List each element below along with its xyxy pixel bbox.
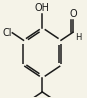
Text: Cl: Cl: [2, 28, 12, 38]
Text: H: H: [75, 33, 81, 42]
Text: O: O: [69, 9, 77, 19]
Text: OH: OH: [35, 3, 50, 13]
